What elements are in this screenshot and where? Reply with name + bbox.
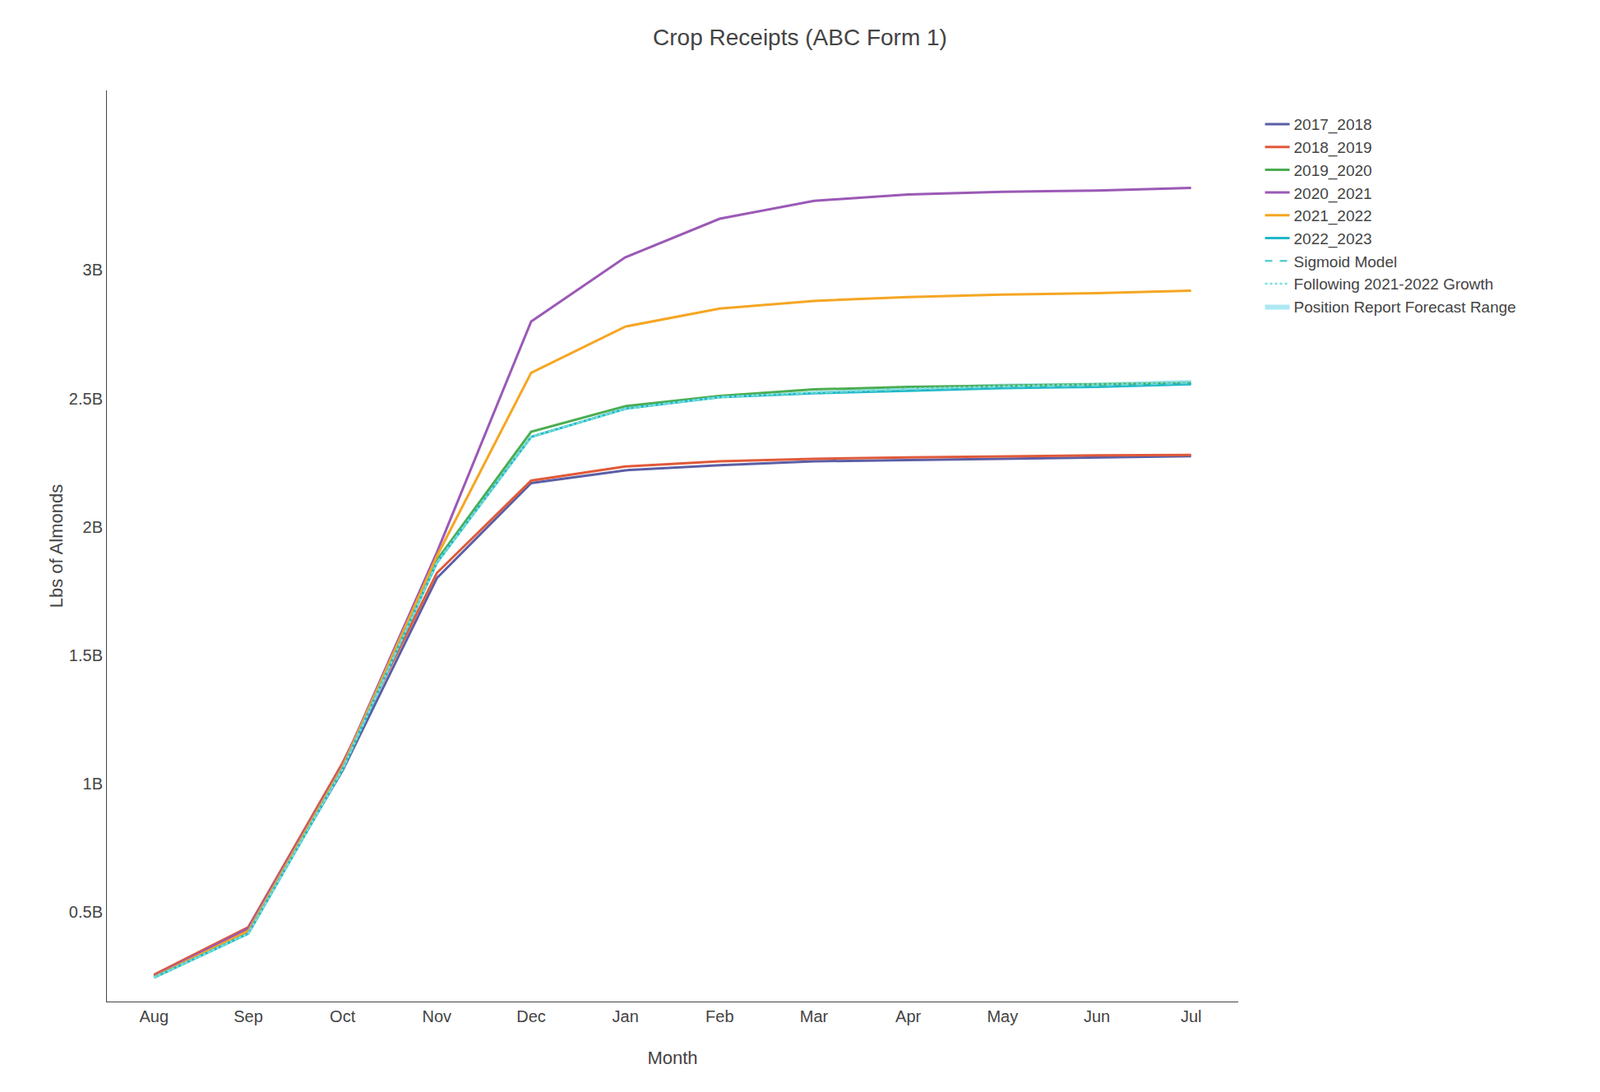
svg-text:2018_2019: 2018_2019 [1294,138,1373,158]
svg-text:Nov: Nov [422,1007,453,1026]
svg-text:2019_2020: 2019_2020 [1294,161,1373,181]
svg-text:Jan: Jan [612,1007,639,1026]
svg-text:Apr: Apr [895,1007,921,1026]
svg-text:Month: Month [647,1047,698,1069]
svg-text:1.5B: 1.5B [69,646,103,665]
svg-text:1B: 1B [83,774,103,793]
svg-text:Crop Receipts (ABC Form 1): Crop Receipts (ABC Form 1) [652,24,948,51]
svg-text:May: May [986,1007,1018,1026]
svg-text:Jul: Jul [1180,1007,1203,1026]
svg-text:Following 2021-2022 Growth: Following 2021-2022 Growth [1294,275,1494,293]
svg-text:Mar: Mar [800,1007,829,1026]
svg-text:2017_2018: 2017_2018 [1294,115,1373,135]
svg-text:0.5B: 0.5B [69,902,103,921]
svg-text:Position Report Forecast Range: Position Report Forecast Range [1294,298,1517,316]
svg-text:2B: 2B [83,517,103,537]
svg-text:Lbs of Almonds: Lbs of Almonds [46,484,67,608]
svg-text:2021_2022: 2021_2022 [1294,207,1373,226]
svg-text:2.5B: 2.5B [69,389,103,408]
svg-text:2022_2023: 2022_2023 [1294,230,1373,249]
svg-text:Aug: Aug [139,1007,170,1026]
svg-text:Sep: Sep [233,1007,264,1026]
svg-text:3B: 3B [83,260,103,279]
svg-text:Dec: Dec [516,1007,546,1026]
svg-text:Feb: Feb [705,1007,734,1026]
svg-text:Jun: Jun [1083,1007,1110,1026]
svg-text:2020_2021: 2020_2021 [1294,184,1373,204]
svg-text:Sigmoid Model: Sigmoid Model [1294,253,1398,271]
svg-text:Oct: Oct [329,1007,357,1026]
